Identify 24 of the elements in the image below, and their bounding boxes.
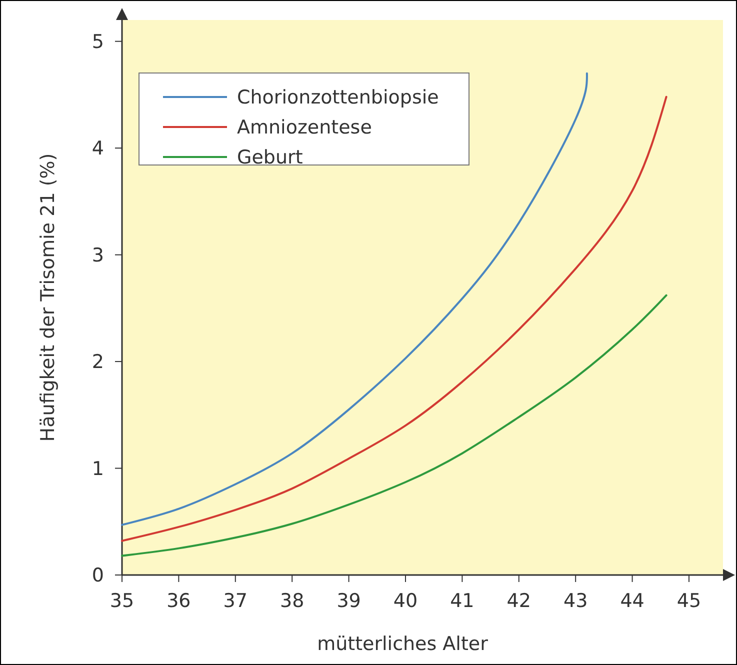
legend-label: Amniozentese <box>237 116 372 139</box>
y-tick-label: 5 <box>92 30 104 53</box>
x-tick-label: 40 <box>393 590 418 612</box>
x-tick-label: 36 <box>166 590 191 612</box>
line-series <box>121 72 588 526</box>
x-tick-label: 39 <box>336 590 361 612</box>
y-tick-label: 4 <box>92 138 104 160</box>
x-tick-label: 37 <box>223 590 248 612</box>
x-tick-label: 38 <box>280 590 304 612</box>
line-series <box>121 294 668 557</box>
x-axis-title: mütterliches Alter <box>317 633 488 655</box>
x-tick-label: 44 <box>620 590 644 612</box>
x-tick-label: 45 <box>676 590 702 612</box>
y-tick-label: 3 <box>92 244 104 266</box>
x-tick-label: 42 <box>506 590 531 612</box>
y-axis-title: Häufigkeit der Trisomie 21 (%) <box>37 153 59 442</box>
legend-label: Chorionzottenbiopsie <box>237 86 439 109</box>
x-tick-label: 43 <box>563 590 588 612</box>
x-tick-label: 41 <box>450 590 474 612</box>
y-tick-label: 2 <box>92 351 104 374</box>
legend-label: Geburt <box>237 146 303 169</box>
y-tick-label: 1 <box>92 458 104 480</box>
y-tick-label: 0 <box>92 564 104 587</box>
x-tick-label: 35 <box>110 590 134 612</box>
